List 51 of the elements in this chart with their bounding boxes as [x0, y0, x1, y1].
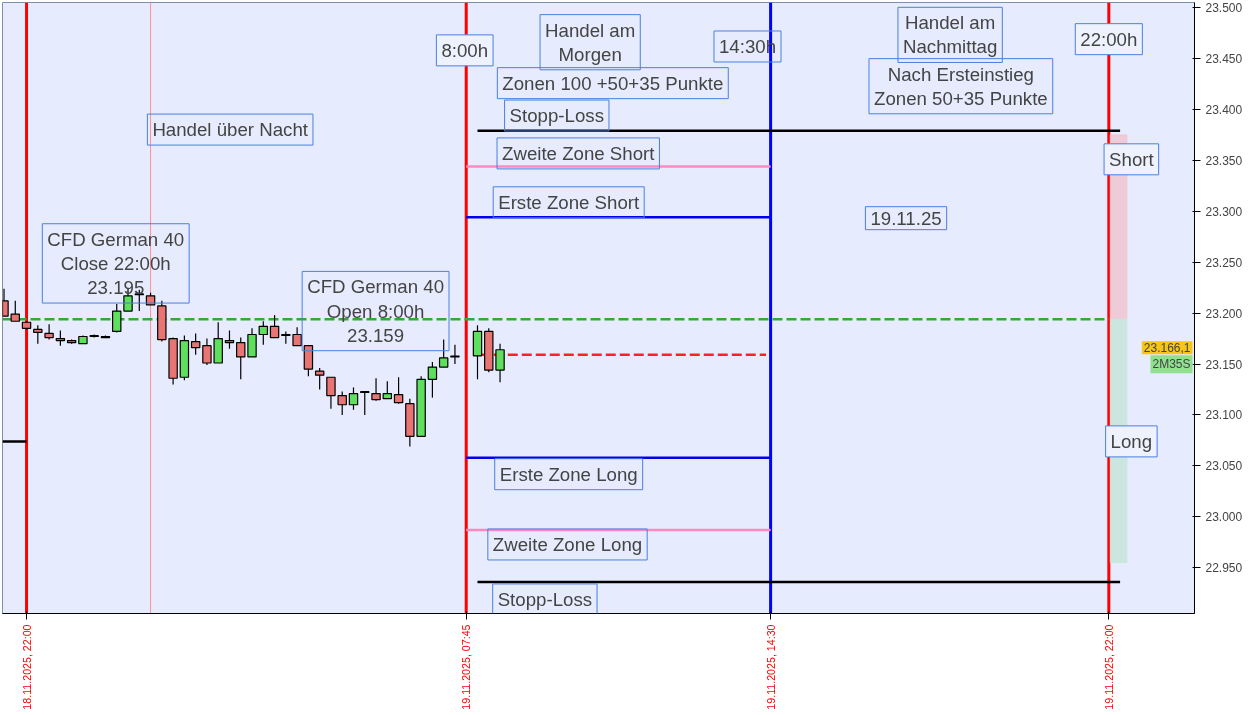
- candlestick: [348, 386, 359, 411]
- annotation: Short: [1109, 148, 1155, 170]
- candlestick: [393, 376, 404, 405]
- annotation: Erste Zone Long: [499, 463, 638, 485]
- candlestick: [438, 338, 449, 368]
- x-tick-label: 19.11.2025, 22:00: [1102, 624, 1115, 710]
- annotation: 8:00h: [441, 39, 489, 61]
- x-tick-label: 19.11.2025, 07:45: [460, 624, 473, 710]
- annotation: Zonen 100 +50+35 Punkte: [502, 72, 724, 94]
- candlestick: [224, 329, 235, 350]
- annotation: Long: [1110, 430, 1153, 452]
- y-tick-label: 23.100: [1205, 408, 1243, 423]
- y-tick-label: 23.200: [1205, 306, 1243, 321]
- annotation: 2M35S: [1152, 357, 1191, 372]
- annotation: Stopp-Loss: [509, 105, 604, 127]
- annotation: Handel über Nacht: [152, 119, 309, 141]
- annotation: Erste Zone Short: [498, 191, 641, 213]
- y-tick-label: 23.050: [1205, 459, 1243, 474]
- candlestick: [112, 303, 122, 334]
- candlestick: [371, 377, 381, 402]
- candlestick: [303, 345, 314, 377]
- x-tick-label: 19.11.2025, 14:30: [764, 624, 777, 710]
- annotation: Nach Ersteinstieg Zonen 50+35 Punkte: [874, 63, 1048, 109]
- candlestick: [360, 391, 370, 416]
- annotation: Zweite Zone Long: [492, 533, 643, 555]
- candlestick: [450, 344, 460, 365]
- y-tick-label: 23.350: [1205, 153, 1243, 168]
- y-tick-label: 23.500: [1205, 1, 1243, 16]
- y-tick-label: 23.400: [1205, 102, 1243, 117]
- annotation: Handel am Nachmittag: [902, 12, 998, 58]
- candlestick: [44, 323, 54, 341]
- y-tick-label: 22.950: [1205, 561, 1243, 576]
- candlestick: [269, 314, 280, 339]
- x-tick-label: 18.11.2025, 22:00: [20, 624, 33, 710]
- y-tick-label: 23.250: [1205, 255, 1243, 270]
- annotation: Stopp-Loss: [497, 588, 593, 610]
- y-tick-label: 23.000: [1205, 510, 1243, 525]
- candlestick: [427, 361, 438, 399]
- y-tick-label: 23.150: [1205, 357, 1243, 372]
- y-tick-label: 23.300: [1205, 204, 1243, 219]
- annotation: Handel am Morgen: [545, 19, 636, 65]
- annotation: 22:00h: [1080, 28, 1138, 50]
- y-tick-label: 23.450: [1205, 52, 1243, 67]
- candlestick: [33, 324, 43, 345]
- annotation: CFD German 40 Open 8:00h 23.159: [307, 276, 445, 346]
- annotation: 23.166,1: [1143, 341, 1191, 356]
- candlestick: [190, 332, 201, 356]
- annotation: 19.11.25: [870, 207, 942, 229]
- candlestick: [258, 320, 269, 346]
- annotation: Zweite Zone Short: [502, 142, 656, 164]
- candlestick: [314, 367, 325, 391]
